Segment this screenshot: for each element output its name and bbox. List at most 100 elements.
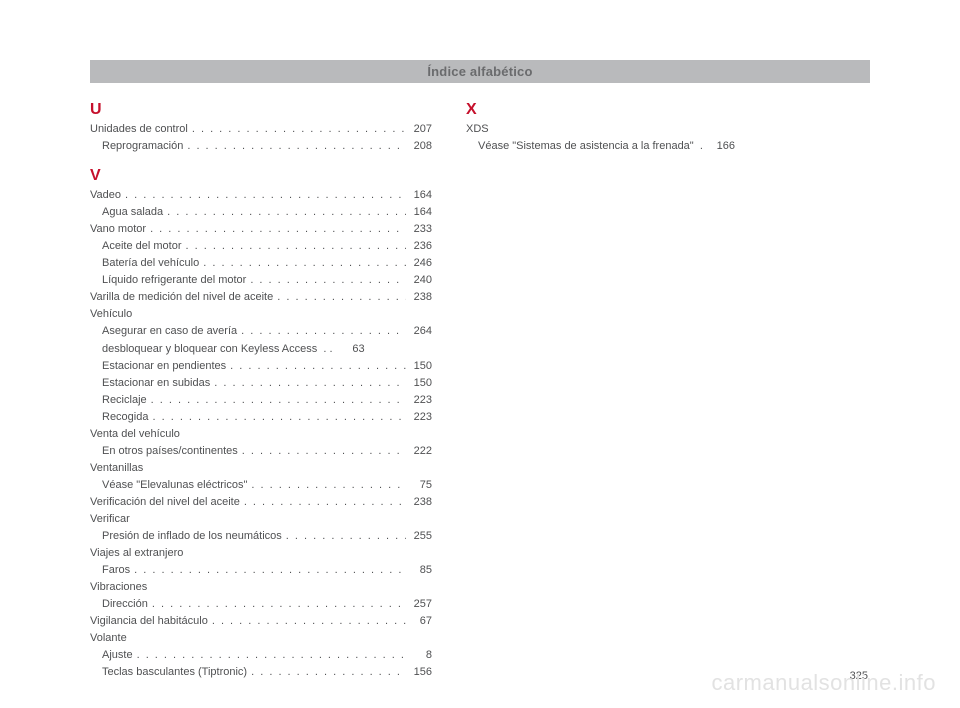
entry-leader-dots <box>148 596 406 613</box>
entry-leader-dots <box>246 272 406 289</box>
entry-spacer: . <box>694 138 709 155</box>
index-sub-entry: Faros 85 <box>90 562 432 579</box>
section-letter: U <box>90 101 432 119</box>
entry-page: 246 <box>406 255 432 272</box>
index-sub-entry: Asegurar en caso de avería 264 <box>90 323 432 340</box>
entry-label: Líquido refrigerante del motor <box>102 272 246 289</box>
entry-spacer: . . <box>317 341 338 358</box>
section-letter: V <box>90 167 432 185</box>
entry-leader-dots <box>237 323 406 340</box>
entry-label: Verificación del nivel del aceite <box>90 494 240 511</box>
entry-page: 164 <box>406 204 432 221</box>
index-sub-entry: Dirección 257 <box>90 596 432 613</box>
entry-leader-dots <box>247 477 406 494</box>
index-heading: Vibraciones <box>90 579 432 596</box>
entry-leader-dots <box>247 664 406 681</box>
entry-leader-dots <box>226 358 406 375</box>
entry-page: 85 <box>406 562 432 579</box>
entry-page: 238 <box>406 494 432 511</box>
index-entry: Unidades de control 207 <box>90 121 432 138</box>
entry-leader-dots <box>282 528 406 545</box>
index-sub-entry: Aceite del motor 236 <box>90 238 432 255</box>
entry-label: Asegurar en caso de avería <box>102 323 237 340</box>
index-sub-entry: En otros países/continentes 222 <box>90 443 432 460</box>
index-sub-entry: desbloquear y bloquear con Keyless Acces… <box>90 341 432 358</box>
entry-leader-dots <box>133 647 406 664</box>
entry-leader-dots <box>199 255 406 272</box>
entry-leader-dots <box>148 409 406 426</box>
entry-label: Dirección <box>102 596 148 613</box>
entry-label: Unidades de control <box>90 121 188 138</box>
entry-page: 223 <box>406 392 432 409</box>
entry-page: 236 <box>406 238 432 255</box>
entry-label: Varilla de medición del nivel de aceite <box>90 289 273 306</box>
index-sub-entry: Presión de inflado de los neumáticos255 <box>90 528 432 545</box>
entry-label: Faros <box>102 562 130 579</box>
index-entry: Verificación del nivel del aceite 238 <box>90 494 432 511</box>
entry-label: Agua salada <box>102 204 163 221</box>
index-sub-entry: Véase "Elevalunas eléctricos" 75 <box>90 477 432 494</box>
index-sub-entry: Reciclaje 223 <box>90 392 432 409</box>
entry-label: Presión de inflado de los neumáticos <box>102 528 282 545</box>
entry-label: Véase "Elevalunas eléctricos" <box>102 477 247 494</box>
watermark: carmanualsonline.info <box>711 670 936 696</box>
column-right: X XDSVéase "Sistemas de asistencia a la f… <box>466 97 808 681</box>
entry-leader-dots <box>238 443 406 460</box>
index-heading: Viajes al extranjero <box>90 545 432 562</box>
entry-leader-dots <box>240 494 406 511</box>
entry-leader-dots <box>146 221 406 238</box>
entry-page: 207 <box>406 121 432 138</box>
index-sub-entry: Recogida 223 <box>90 409 432 426</box>
entry-page: 223 <box>406 409 432 426</box>
entry-page: 150 <box>406 375 432 392</box>
index-heading: XDS <box>466 121 808 138</box>
entry-page: 233 <box>406 221 432 238</box>
index-entry: Vano motor 233 <box>90 221 432 238</box>
entry-page: 164 <box>406 187 432 204</box>
section-letter: X <box>466 101 808 119</box>
entry-label: Reciclaje <box>102 392 147 409</box>
index-sub-entry: Batería del vehículo 246 <box>90 255 432 272</box>
entry-page: 67 <box>406 613 432 630</box>
entry-page: 264 <box>406 323 432 340</box>
index-sub-entry: Reprogramación 208 <box>90 138 432 155</box>
entry-label: Vano motor <box>90 221 146 238</box>
entry-page: 166 <box>709 138 735 155</box>
document-page: Índice alfabético UUnidades de control20… <box>0 0 960 708</box>
entry-page: 150 <box>406 358 432 375</box>
entry-label: Batería del vehículo <box>102 255 199 272</box>
index-sub-entry: Líquido refrigerante del motor240 <box>90 272 432 289</box>
index-sub-entry: Agua salada 164 <box>90 204 432 221</box>
entry-leader-dots <box>163 204 406 221</box>
entry-label: Aceite del motor <box>102 238 181 255</box>
entry-label: Vigilancia del habitáculo <box>90 613 208 630</box>
index-sub-entry: Véase "Sistemas de asistencia a la frena… <box>466 138 808 155</box>
entry-leader-dots <box>208 613 406 630</box>
column-left: U Unidades de control 207 Reprogramación 208… <box>90 97 432 681</box>
entry-page: 75 <box>406 477 432 494</box>
entry-leader-dots <box>181 238 406 255</box>
entry-page: 156 <box>406 664 432 681</box>
index-sub-entry: Ajuste8 <box>90 647 432 664</box>
index-entry: Vigilancia del habitáculo 67 <box>90 613 432 630</box>
index-columns: U Unidades de control 207 Reprogramación 208… <box>90 97 870 681</box>
entry-label: Teclas basculantes (Tiptronic) <box>102 664 247 681</box>
entry-page: 257 <box>406 596 432 613</box>
entry-page: 222 <box>406 443 432 460</box>
index-heading: Venta del vehículo <box>90 426 432 443</box>
entry-page: 238 <box>406 289 432 306</box>
entry-label: Reprogramación <box>102 138 183 155</box>
index-sub-entry: Estacionar en pendientes 150 <box>90 358 432 375</box>
index-sub-entry: Teclas basculantes (Tiptronic) 156 <box>90 664 432 681</box>
entry-page: 208 <box>406 138 432 155</box>
index-entry: Vadeo164 <box>90 187 432 204</box>
entry-label: Ajuste <box>102 647 133 664</box>
entry-label: Estacionar en pendientes <box>102 358 226 375</box>
entry-label: Estacionar en subidas <box>102 375 210 392</box>
index-sub-entry: Estacionar en subidas 150 <box>90 375 432 392</box>
entry-label: Recogida <box>102 409 148 426</box>
entry-leader-dots <box>121 187 406 204</box>
index-heading: Vehículo <box>90 306 432 323</box>
entry-label: En otros países/continentes <box>102 443 238 460</box>
index-heading: Volante <box>90 630 432 647</box>
